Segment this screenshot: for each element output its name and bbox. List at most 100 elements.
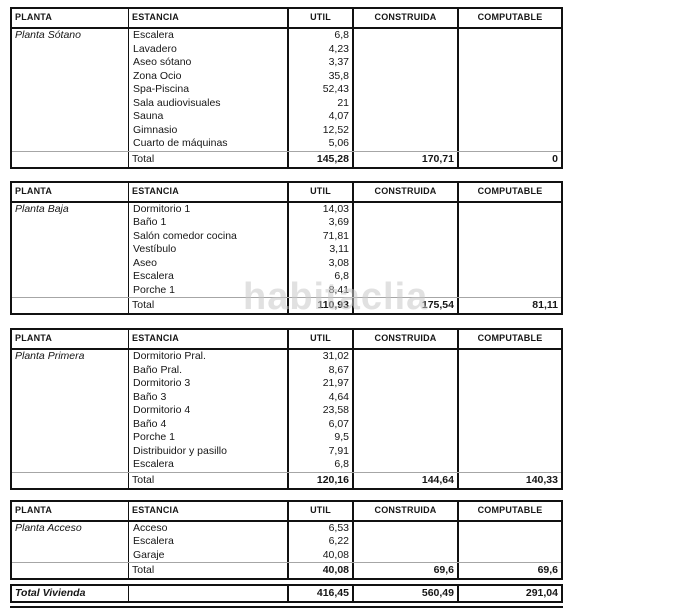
room-name: Distribuidor y pasillo — [133, 444, 227, 457]
column-header-computable: COMPUTABLE — [477, 185, 543, 196]
table-body: Planta Primera Dormitorio Pral. Baño Pral.… — [12, 350, 561, 472]
column-header-construida: CONSTRUIDA — [354, 501, 459, 520]
column-header-planta: PLANTA — [12, 9, 129, 27]
column-header-util: UTIL — [289, 330, 354, 348]
room-name: Aseo — [133, 256, 157, 269]
grand-total-empty-cell — [129, 586, 289, 601]
room-name: Escalera — [133, 270, 174, 282]
total-computable: 69,6 — [537, 564, 558, 576]
room-name: Dormitorio Pral. — [133, 350, 206, 362]
column-header-construida: CONSTRUIDA — [354, 182, 459, 201]
floor-table: PLANTA ESTANCIA UTIL CONSTRUIDA COMPUTABLE Pl… — [10, 499, 563, 580]
room-util-value: 8,67 — [328, 363, 349, 376]
room-util-value: 40,08 — [322, 548, 349, 561]
total-computable: 0 — [552, 152, 558, 165]
room-name: Acceso — [133, 521, 168, 534]
table-header-row: PLANTA ESTANCIA UTIL CONSTRUIDA COMPUTABLE — [12, 182, 561, 203]
room-name: Baño 4 — [133, 417, 167, 430]
column-header-estancia: ESTANCIA — [129, 182, 289, 201]
floor-name: Planta Acceso — [15, 521, 82, 534]
column-header-util: UTIL — [289, 182, 354, 201]
room-util-value: 4,64 — [328, 390, 349, 403]
room-util-value: 21,97 — [322, 377, 349, 389]
column-header-computable: COMPUTABLE — [477, 333, 543, 343]
room-name: Dormitorio 4 — [133, 404, 191, 416]
table-body: Planta Baja Dormitorio 1 Baño 1 Salón comed… — [12, 202, 561, 297]
grand-total-row: Total Vivienda 416,45 560,49 291,04 — [12, 586, 561, 601]
total-label: Total — [129, 151, 289, 167]
room-name: Baño 1 — [133, 216, 167, 228]
room-util-value: 35,8 — [328, 69, 349, 82]
room-util-value: 6,22 — [328, 535, 349, 547]
room-name: Spa-Piscina — [133, 83, 190, 95]
column-header-util: UTIL — [289, 9, 354, 27]
construida-column — [354, 521, 459, 562]
room-name: Sala audiovisuales — [133, 96, 221, 109]
room-util-value: 31,02 — [322, 350, 349, 362]
table-header-row: PLANTA ESTANCIA UTIL CONSTRUIDA COMPUTABLE — [12, 330, 561, 350]
room-util-value: 7,91 — [328, 444, 349, 457]
room-util-value: 6,8 — [334, 270, 349, 282]
room-util-value: 4,23 — [328, 42, 349, 55]
table-body: Planta Acceso Acceso Escalera Garaje 6,53 6,2… — [12, 521, 561, 562]
total-util: 145,28 — [289, 151, 354, 167]
column-header-construida: CONSTRUIDA — [354, 9, 459, 27]
room-util-value: 9,5 — [334, 431, 349, 443]
room-name: Escalera — [133, 458, 174, 470]
total-util: 110,93 — [289, 298, 354, 313]
construida-column — [354, 202, 459, 297]
column-header-estancia: ESTANCIA — [129, 330, 289, 348]
table-header-row: PLANTA ESTANCIA UTIL CONSTRUIDA COMPUTABLE — [12, 501, 561, 522]
column-header-planta: PLANTA — [12, 182, 129, 201]
room-name: Baño 3 — [133, 390, 167, 403]
table-body: Planta Sótano Escalera Lavadero Aseo sótano… — [12, 29, 561, 151]
room-util-value: 52,43 — [322, 83, 349, 95]
surface-area-document: PLANTA ESTANCIA UTIL CONSTRUIDA COMPUTABLE Pl… — [10, 7, 563, 608]
room-name: Lavadero — [133, 42, 177, 55]
total-label: Total — [129, 563, 289, 578]
room-util-value: 21 — [337, 96, 349, 109]
total-planta-cell — [12, 563, 129, 578]
util-values-column: 14,03 3,69 71,81 3,11 3,08 6,8 8,41 — [289, 202, 354, 297]
construida-column — [354, 350, 459, 472]
room-util-value: 23,58 — [322, 404, 349, 416]
room-name: Baño Pral. — [133, 363, 183, 376]
room-name: Salón comedor cocina — [133, 229, 237, 242]
grand-total-table: Total Vivienda 416,45 560,49 291,04 — [10, 584, 563, 603]
grand-total-label: Total Vivienda — [12, 586, 129, 601]
room-name: Porche 1 — [133, 283, 176, 296]
column-header-planta: PLANTA — [12, 330, 129, 348]
floor-tables-container: PLANTA ESTANCIA UTIL CONSTRUIDA COMPUTABLE Pl… — [10, 7, 563, 580]
room-util-value: 3,37 — [328, 56, 349, 68]
room-util-value: 3,11 — [329, 243, 349, 255]
floor-name: Planta Baja — [15, 202, 69, 215]
column-header-util: UTIL — [289, 501, 354, 520]
util-values-column: 31,02 8,67 21,97 4,64 23,58 6,07 9,5 7,91 6,8 — [289, 350, 354, 472]
column-header-construida: CONSTRUIDA — [354, 330, 459, 348]
grand-total-util: 416,45 — [289, 586, 354, 601]
total-construida: 170,71 — [354, 151, 459, 167]
room-name: Escalera — [133, 535, 174, 547]
construida-column — [354, 29, 459, 151]
room-name: Aseo sótano — [133, 56, 192, 68]
room-names-column: Acceso Escalera Garaje — [129, 521, 289, 562]
total-computable: 140,33 — [525, 473, 558, 486]
total-label: Total — [129, 298, 289, 313]
room-name: Dormitorio 1 — [133, 202, 191, 215]
total-row: Total 110,93 175,54 81,11 — [12, 297, 561, 313]
room-names-column: Escalera Lavadero Aseo sótano Zona Ocio Spa-… — [129, 29, 289, 151]
total-row: Total 120,16 144,64 140,33 — [12, 471, 561, 488]
room-names-column: Dormitorio 1 Baño 1 Salón comedor cocina Ve… — [129, 202, 289, 297]
floor-name: Planta Primera — [15, 350, 85, 362]
total-planta-cell — [12, 151, 129, 167]
room-util-value: 14,03 — [322, 202, 349, 215]
room-util-value: 4,07 — [328, 110, 349, 122]
room-name: Gimnasio — [133, 123, 178, 136]
room-name: Escalera — [133, 29, 174, 41]
room-name: Zona Ocio — [133, 69, 182, 82]
room-name: Cuarto de máquinas — [133, 137, 228, 149]
column-header-computable: COMPUTABLE — [477, 504, 543, 515]
room-name: Porche 1 — [133, 431, 176, 443]
table-header-row: PLANTA ESTANCIA UTIL CONSTRUIDA COMPUTABLE — [12, 9, 561, 29]
total-planta-cell — [12, 472, 129, 488]
